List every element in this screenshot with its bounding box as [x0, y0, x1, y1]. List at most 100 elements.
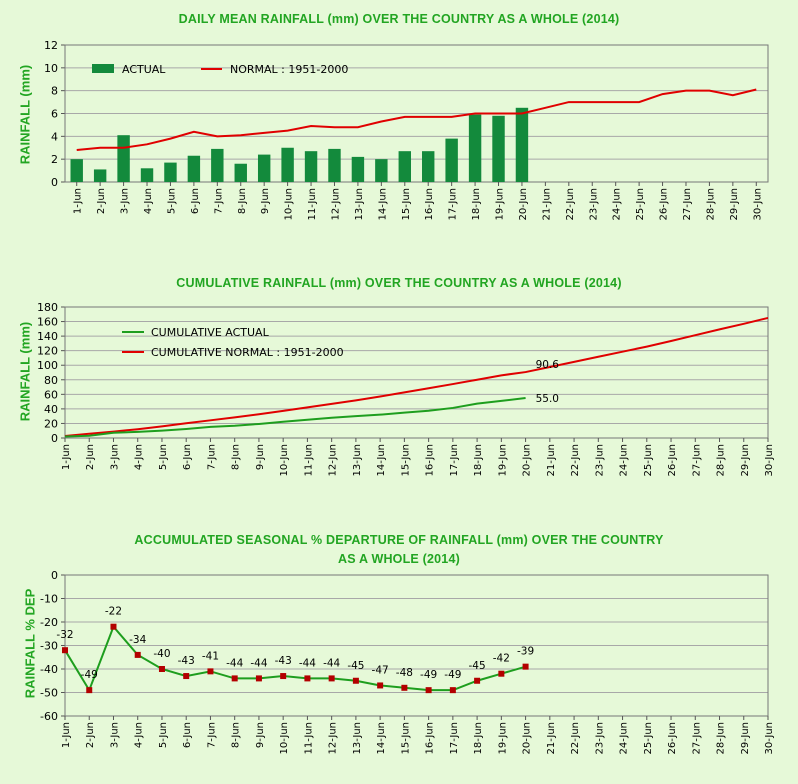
- chart2-xtick-label: 14-Jun: [376, 444, 387, 477]
- chart2-line-cumulative-actual: [64, 396, 526, 438]
- chart3-xtick-label: 8-Jun: [231, 722, 242, 748]
- chart3-xtick-label: 4-Jun: [134, 722, 145, 748]
- chart2-xtick-label: 11-Jun: [303, 444, 314, 477]
- chart2-xtick-label: 8-Jun: [231, 444, 242, 470]
- chart1-xtick-label: 9-Jun: [260, 188, 271, 214]
- chart3-xtick-label: 5-Jun: [158, 722, 169, 748]
- chart1-bar-actual: [117, 135, 130, 182]
- chart2-ytick-label: 140: [37, 330, 58, 343]
- chart2-xtick-label: 29-Jun: [740, 444, 751, 477]
- chart1-ytick-label: 8: [51, 85, 58, 98]
- chart1-xtick-label: 5-Jun: [166, 188, 177, 214]
- chart3-marker: [449, 687, 456, 694]
- chart3-data-label: -44: [226, 657, 243, 669]
- chart2-ytick-label: 180: [37, 301, 58, 314]
- chart1-ytick-label: 6: [51, 108, 58, 121]
- chart3-xtick-label: 18-Jun: [473, 722, 484, 755]
- chart1-xtick-label: 24-Jun: [612, 188, 623, 221]
- chart3-marker: [158, 666, 165, 672]
- chart3-marker: [328, 675, 335, 682]
- chart1-xtick-label: 10-Jun: [284, 188, 295, 221]
- chart3-marker: [352, 677, 359, 684]
- chart2-xtick-label: 15-Jun: [400, 444, 411, 477]
- chart1-bar-actual: [281, 147, 294, 182]
- chart2-line-cumulative-normal: [64, 316, 769, 437]
- chart3-xtick-label: 15-Jun: [400, 722, 411, 755]
- chart1-legend-swatch-actual: [92, 64, 114, 73]
- chart3-marker: [183, 673, 190, 680]
- chart2-ytick-label: 20: [44, 417, 58, 430]
- chart3-marker: [304, 675, 311, 682]
- chart3-data-label: -49: [420, 669, 437, 681]
- chart2-ytick-label: 120: [37, 345, 58, 358]
- chart3-data-label: -47: [372, 664, 389, 676]
- chart2-xtick-label: 10-Jun: [279, 444, 290, 477]
- chart2-xtick-label: 7-Jun: [206, 444, 217, 470]
- chart2-xtick-label: 26-Jun: [667, 444, 678, 477]
- chart1-xtick-label: 26-Jun: [659, 188, 670, 221]
- chart1-title: DAILY MEAN RAINFALL (mm) OVER THE COUNTR…: [178, 12, 620, 26]
- chart1-ytick-label: 10: [44, 62, 58, 75]
- chart2-ytick-label: 40: [44, 403, 58, 416]
- chart3-data-label: -34: [129, 634, 146, 646]
- chart1-xtick-label: 19-Jun: [495, 188, 506, 221]
- chart2-xtick-label: 3-Jun: [109, 444, 120, 470]
- chart3-xtick-label: 14-Jun: [376, 722, 387, 755]
- chart3-ytick-label: 0: [51, 569, 58, 582]
- chart2-legend-label-normal: CUMULATIVE NORMAL : 1951-2000: [151, 346, 344, 359]
- chart2-xtick-label: 1-Jun: [61, 444, 72, 470]
- chart3-marker: [280, 673, 287, 680]
- chart1-xtick-label: 8-Jun: [237, 188, 248, 214]
- chart3-marker: [377, 682, 384, 689]
- chart3-marker: [134, 651, 141, 658]
- chart3-plot-frame: [64, 574, 769, 717]
- chart3-data-label: -49: [81, 669, 98, 681]
- chart3-xtick-label: 9-Jun: [255, 722, 266, 748]
- chart1-bar-actual: [187, 155, 201, 182]
- chart2-end-label-actual: 55.0: [536, 393, 559, 405]
- chart3-marker: [255, 675, 262, 682]
- chart1-bar-actual: [304, 151, 318, 182]
- chart3-xtick-label: 28-Jun: [716, 722, 727, 755]
- chart3-marker: [425, 687, 432, 694]
- chart2-xtick-label: 17-Jun: [449, 444, 460, 477]
- chart1-bar-actual: [398, 151, 411, 182]
- chart2-xtick-label: 19-Jun: [497, 444, 508, 477]
- chart1-xtick-label: 6-Jun: [190, 188, 201, 214]
- chart3-data-label: -43: [178, 655, 195, 667]
- chart3-marker: [498, 670, 505, 677]
- chart3-data-label: -44: [323, 657, 340, 669]
- chart1-xtick-label: 25-Jun: [635, 188, 646, 221]
- chart1-xtick-label: 1-Jun: [73, 188, 84, 214]
- chart1-bar-actual: [93, 169, 107, 182]
- chart3-data-label: -45: [469, 660, 486, 672]
- chart3-ytick-label: -40: [40, 663, 58, 676]
- chart2-ytick-label: 160: [37, 316, 58, 329]
- chart1-xtick-label: 23-Jun: [588, 188, 599, 221]
- chart2-ytick-label: 0: [51, 432, 58, 445]
- chart3-xtick-label: 11-Jun: [303, 722, 314, 755]
- chart3-data-label: -39: [517, 646, 534, 658]
- chart1-bar-actual: [468, 114, 482, 182]
- chart2-ytick-label: 80: [44, 374, 58, 387]
- chart1-xtick-label: 4-Jun: [143, 188, 154, 214]
- chart3-data-label: -32: [56, 629, 73, 641]
- chart1-ytick-label: 12: [44, 39, 58, 52]
- chart3-title-line1: ACCUMULATED SEASONAL % DEPARTURE OF RAIN…: [134, 533, 664, 547]
- chart1-xtick-label: 14-Jun: [377, 188, 388, 221]
- chart1-bar-actual: [257, 154, 271, 182]
- chart1-xtick-label: 3-Jun: [120, 188, 131, 214]
- chart1-xtick-label: 11-Jun: [307, 188, 318, 221]
- chart1-bar-actual: [70, 159, 83, 182]
- chart1-bar-actual: [375, 159, 388, 182]
- chart2-xtick-label: 28-Jun: [716, 444, 727, 477]
- chart3-data-label: -45: [347, 660, 364, 672]
- chart3-xtick-label: 26-Jun: [667, 722, 678, 755]
- chart1-ytick-label: 4: [51, 130, 58, 143]
- chart2-xtick-label: 18-Jun: [473, 444, 484, 477]
- chart3-xtick-label: 6-Jun: [182, 722, 193, 748]
- chart3-ytick-label: -10: [40, 593, 58, 606]
- chart1-legend-label-normal: NORMAL : 1951-2000: [230, 63, 348, 76]
- chart3-marker: [207, 668, 214, 675]
